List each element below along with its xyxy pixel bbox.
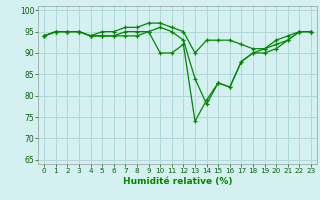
X-axis label: Humidité relative (%): Humidité relative (%) xyxy=(123,177,232,186)
